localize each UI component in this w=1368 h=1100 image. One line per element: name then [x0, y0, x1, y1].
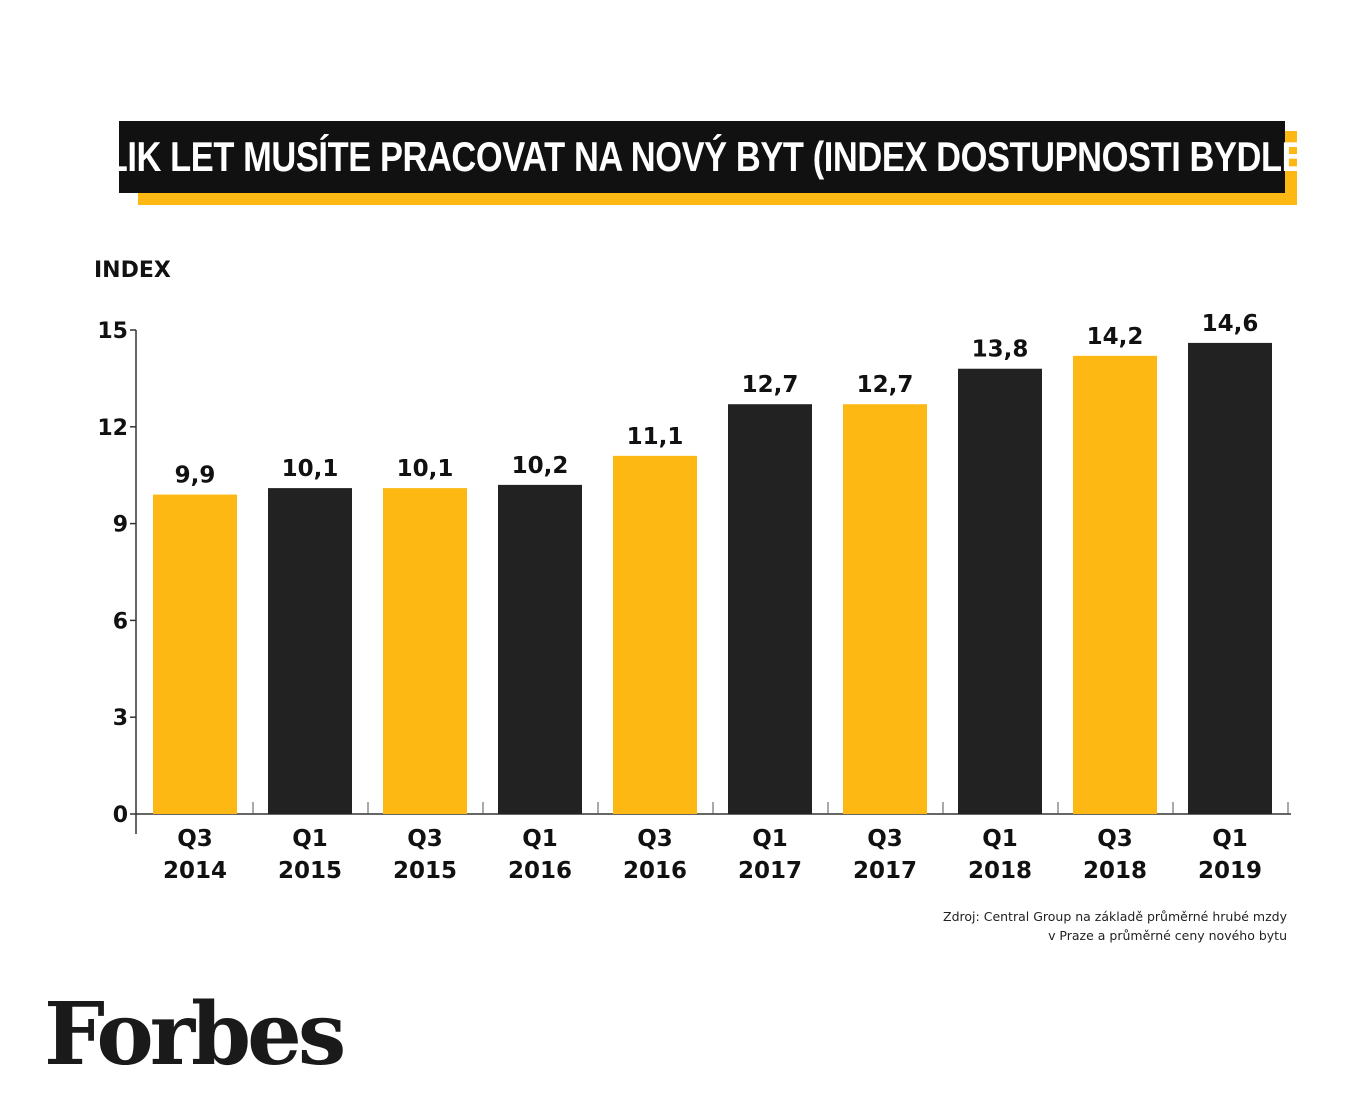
data-label: 10,2: [512, 453, 569, 479]
x-tick-label-quarter: Q3: [637, 826, 673, 852]
x-tick-label-quarter: Q1: [752, 826, 788, 852]
data-label: 11,1: [627, 424, 684, 450]
bar: [153, 494, 237, 814]
source-line-2: v Praze a průměrné ceny nového bytu: [1048, 928, 1287, 943]
data-label: 13,8: [972, 337, 1029, 363]
y-tick-label: 3: [113, 706, 128, 731]
forbes-logo: Forbes: [44, 984, 346, 1085]
data-label: 14,6: [1202, 311, 1259, 337]
x-tick-label-quarter: Q1: [1212, 826, 1248, 852]
x-tick-label-year: 2018: [1083, 858, 1147, 884]
data-label: 10,1: [397, 456, 454, 482]
x-tick-label-quarter: Q3: [407, 826, 443, 852]
data-label: 12,7: [857, 372, 914, 398]
data-label: 14,2: [1087, 324, 1144, 350]
chart-title-banner: KOLIK LET MUSÍTE PRACOVAT NA NOVÝ BYT (I…: [56, 121, 1349, 207]
x-tick-label-quarter: Q1: [292, 826, 328, 852]
bar: [383, 488, 467, 814]
data-label: 12,7: [742, 372, 799, 398]
bar: [728, 404, 812, 814]
x-tick-label-quarter: Q1: [982, 826, 1018, 852]
bar: [498, 484, 582, 814]
x-tick-label-year: 2016: [623, 858, 687, 884]
data-label: 9,9: [175, 463, 216, 489]
source-line-1: Zdroj: Central Group na základě průměrné…: [943, 909, 1287, 924]
bar: [613, 455, 697, 814]
y-axis-label: INDEX: [94, 258, 171, 283]
y-tick-label: 15: [97, 319, 128, 344]
x-tick-label-year: 2015: [278, 858, 342, 884]
title-box: KOLIK LET MUSÍTE PRACOVAT NA NOVÝ BYT (I…: [56, 121, 1349, 193]
y-tick-label: 12: [97, 416, 128, 441]
data-label: 10,1: [282, 456, 339, 482]
y-tick-label: 9: [113, 513, 128, 538]
bar: [1073, 355, 1157, 814]
x-tick-label-year: 2014: [163, 858, 227, 884]
x-tick-label-year: 2017: [853, 858, 917, 884]
chart-title: KOLIK LET MUSÍTE PRACOVAT NA NOVÝ BYT (I…: [55, 133, 1349, 180]
source-note: Zdroj: Central Group na základě průměrné…: [943, 907, 1287, 945]
x-tick-label-year: 2016: [508, 858, 572, 884]
x-tick-label-quarter: Q3: [867, 826, 903, 852]
bar: [843, 404, 927, 814]
bar: [958, 368, 1042, 814]
x-tick-label-quarter: Q1: [522, 826, 558, 852]
x-tick-label-quarter: Q3: [1097, 826, 1133, 852]
x-tick-label-year: 2019: [1198, 858, 1262, 884]
bar: [1188, 342, 1272, 814]
x-tick-label-quarter: Q3: [177, 826, 213, 852]
x-tick-label-year: 2018: [968, 858, 1032, 884]
x-tick-label-year: 2015: [393, 858, 457, 884]
x-tick-label-year: 2017: [738, 858, 802, 884]
bar: [268, 488, 352, 814]
y-tick-label: 0: [113, 803, 128, 828]
y-tick-label: 6: [113, 609, 128, 634]
